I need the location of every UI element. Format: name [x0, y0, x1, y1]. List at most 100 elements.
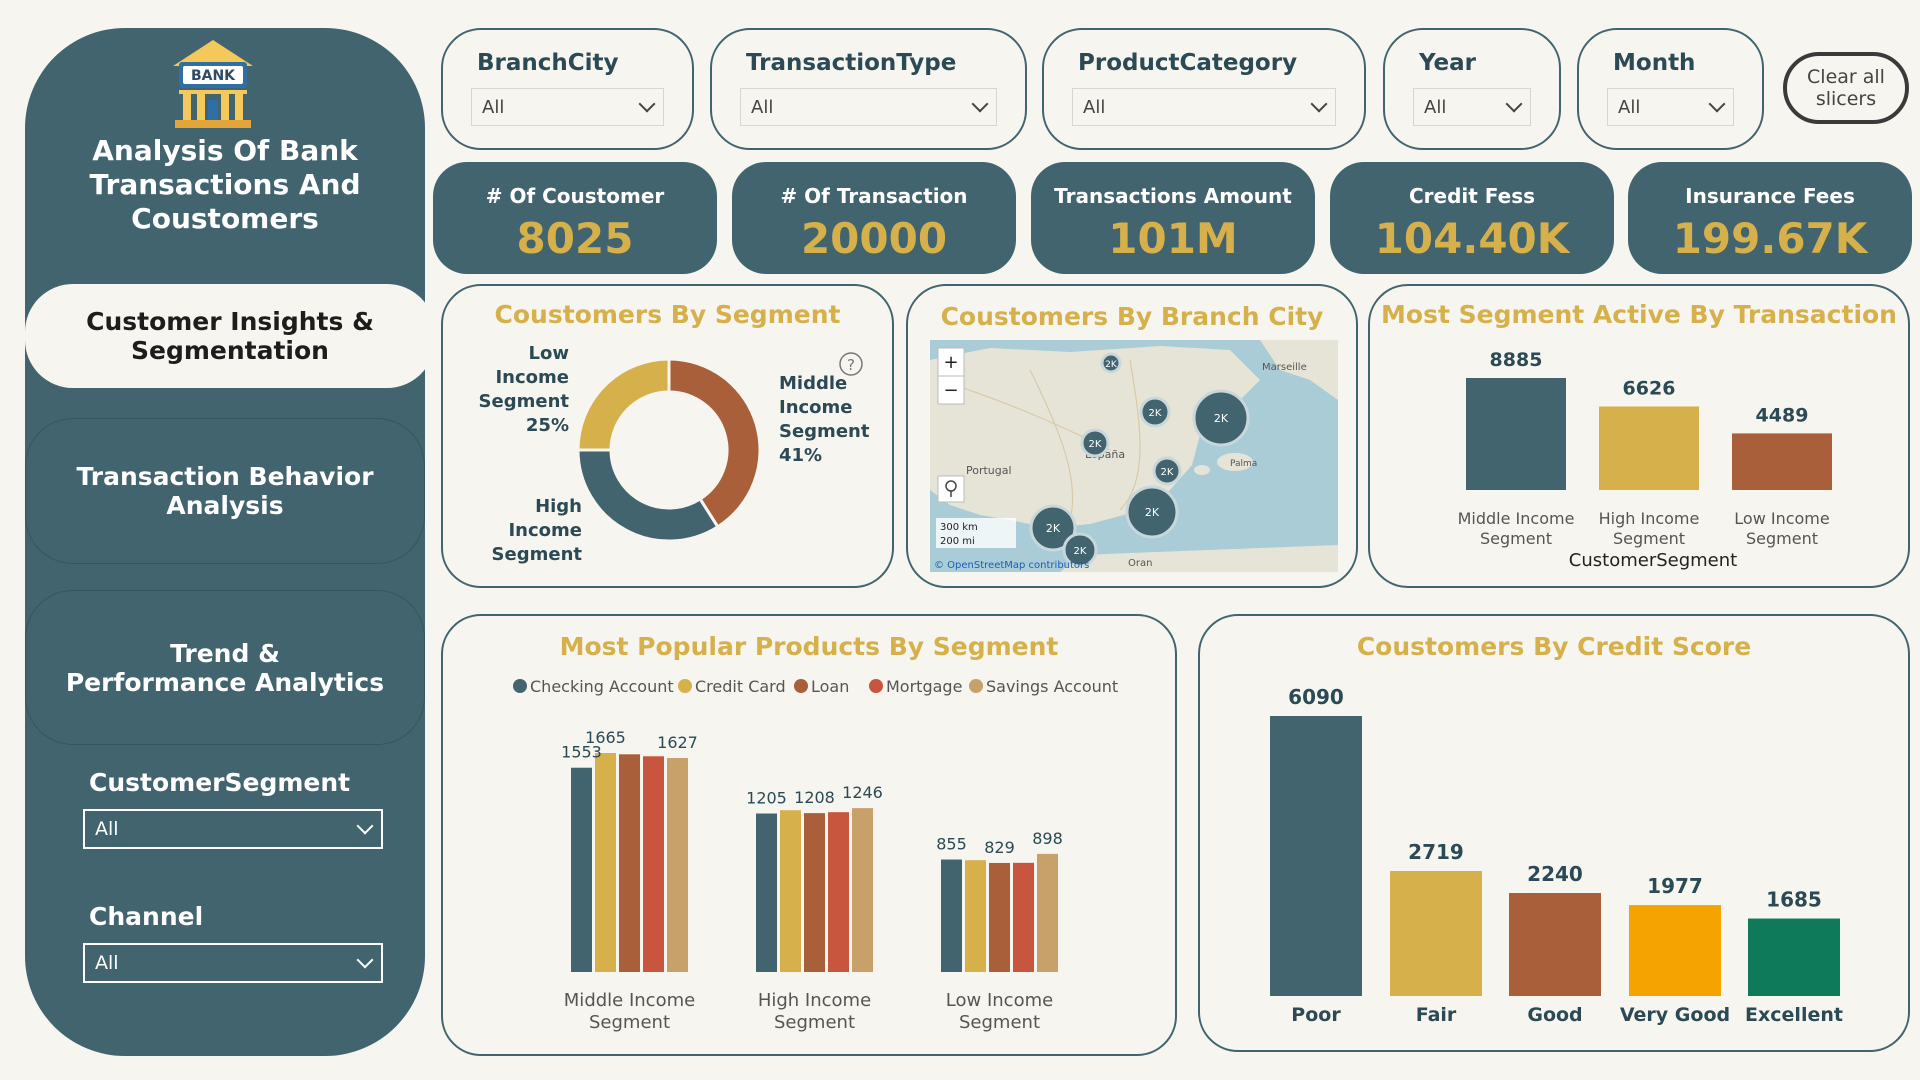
month-dropdown[interactable]: All: [1607, 88, 1734, 126]
branch-city-dropdown[interactable]: All: [471, 88, 664, 126]
category-label: Good: [1527, 1004, 1582, 1026]
nav-label: Segmentation: [131, 336, 329, 365]
bar[interactable]: [1629, 905, 1721, 996]
map-cluster[interactable]: 2K: [1100, 352, 1122, 374]
bar[interactable]: [619, 754, 640, 972]
map-cluster[interactable]: 2K: [1192, 389, 1250, 447]
map-cluster[interactable]: 2K: [1139, 396, 1171, 428]
bar[interactable]: [1013, 862, 1034, 972]
data-label: 1205: [746, 789, 787, 808]
map-place-label: Portugal: [966, 464, 1012, 477]
data-label: 855: [936, 835, 967, 854]
bar[interactable]: [643, 756, 664, 972]
zoom-out-button[interactable]: −: [937, 375, 965, 405]
legend-item[interactable]: Credit Card: [695, 677, 786, 696]
data-label: 6090: [1288, 685, 1344, 709]
channel-select[interactable]: All: [83, 943, 383, 983]
map-cluster[interactable]: 2K: [1152, 456, 1182, 486]
help-icon[interactable]: ?: [839, 352, 863, 376]
select-value: All: [95, 818, 119, 840]
bar[interactable]: [965, 860, 986, 972]
bar[interactable]: [780, 810, 801, 972]
cluster-label: 2K: [1214, 412, 1229, 425]
donut-slice[interactable]: [576, 357, 671, 452]
cluster-label: 2K: [1089, 439, 1102, 450]
legend-item[interactable]: Checking Account: [530, 677, 674, 696]
credit-score-chart: 6090 Poor 2719 Fair 2240 Good 1977 Very Good 168…: [1270, 685, 1843, 1026]
donut-data-label: Middle: [779, 373, 847, 394]
card-customers-by-segment: Coustomers By Segment Middle Income Segmen…: [441, 284, 894, 588]
products-chart: Checking Account Credit Card Loan Mortgage S…: [513, 677, 1118, 1033]
clear-all-slicers-button[interactable]: Clear all slicers: [1783, 52, 1909, 124]
map-cluster[interactable]: 2K: [1062, 532, 1098, 568]
nav-label: Customer Insights &: [86, 307, 374, 336]
map-cluster[interactable]: 2K: [1029, 504, 1077, 552]
card-products-by-segment: Most Popular Products By Segment Checkin…: [441, 614, 1177, 1056]
zoom-in-button[interactable]: +: [937, 347, 965, 377]
bar[interactable]: [1270, 716, 1362, 996]
nav-transaction-behavior[interactable]: Transaction Behavior Analysis: [25, 418, 425, 564]
map-cluster[interactable]: 2K: [1080, 428, 1110, 458]
card-customers-by-credit-score: Coustomers By Credit Score 6090 Poor 2719 F…: [1198, 614, 1910, 1052]
nav-trend-performance[interactable]: Trend & Performance Analytics: [25, 590, 425, 745]
kpi-insurance-fees: Insurance Fees 199.67K: [1628, 162, 1912, 274]
bar[interactable]: [804, 813, 825, 972]
transaction-type-dropdown[interactable]: All: [740, 88, 997, 126]
nav-label: Trend &: [170, 638, 280, 668]
category-label: Low Income: [1734, 509, 1829, 528]
cluster-label: 2K: [1046, 522, 1061, 535]
kpi-value: 104.40K: [1374, 214, 1570, 263]
donut-slice[interactable]: [667, 357, 762, 529]
donut-data-label: Low: [529, 343, 569, 364]
bar[interactable]: [1037, 853, 1058, 972]
cluster-label: 2K: [1161, 467, 1174, 478]
bar[interactable]: [1599, 406, 1699, 490]
bar[interactable]: [1466, 378, 1566, 490]
data-label: 1977: [1647, 874, 1703, 898]
category-label: Segment: [959, 1012, 1040, 1033]
bar[interactable]: [1732, 433, 1832, 490]
bar[interactable]: [1390, 870, 1482, 996]
bar[interactable]: [756, 813, 777, 972]
app-title-line: Analysis Of Bank: [92, 134, 358, 167]
bar[interactable]: [852, 808, 873, 972]
category-label: Segment: [589, 1012, 670, 1033]
kpi-label: # Of Coustomer: [485, 184, 665, 208]
data-label: 4489: [1756, 404, 1809, 426]
scale-mi: 200 mi: [940, 536, 975, 547]
product-category-dropdown[interactable]: All: [1072, 88, 1336, 126]
bar[interactable]: [571, 767, 592, 972]
year-dropdown[interactable]: All: [1413, 88, 1531, 126]
bar[interactable]: [595, 753, 616, 972]
bar[interactable]: [1509, 893, 1601, 996]
chevron-down-icon: [356, 951, 374, 969]
legend-marker: [794, 679, 808, 693]
category-label: Very Good: [1620, 1004, 1730, 1026]
map-cluster[interactable]: 2K: [1125, 485, 1179, 539]
bar[interactable]: [941, 859, 962, 972]
location-icon[interactable]: [937, 475, 965, 503]
nav-label: Analysis: [166, 491, 284, 520]
svg-text:?: ?: [847, 356, 855, 374]
map-place-label: Marseille: [1262, 362, 1307, 373]
legend-item[interactable]: Loan: [811, 677, 849, 696]
kpi-label: Insurance Fees: [1685, 184, 1855, 208]
legend-item[interactable]: Savings Account: [986, 677, 1118, 696]
zoom-out-label: −: [943, 380, 958, 401]
chevron-down-icon: [1310, 95, 1328, 113]
bar[interactable]: [828, 812, 849, 972]
donut-slice[interactable]: [576, 448, 720, 543]
zoom-in-label: +: [943, 352, 958, 373]
customer-segment-select[interactable]: All: [83, 809, 383, 849]
bar[interactable]: [667, 757, 688, 972]
bar[interactable]: [1748, 918, 1840, 996]
legend-item[interactable]: Mortgage: [886, 677, 962, 696]
nav-customer-insights[interactable]: Customer Insights & Segmentation: [25, 284, 435, 388]
nav-label: Performance Analytics: [65, 667, 385, 697]
donut-data-label: Segment: [479, 391, 570, 412]
branch-city-map[interactable]: España Portugal Marseille Palma Oran 2K …: [930, 340, 1338, 572]
bank-icon: BANK: [173, 40, 253, 128]
category-label: Excellent: [1745, 1004, 1843, 1026]
slicer-label: Month: [1613, 50, 1696, 76]
bar[interactable]: [989, 862, 1010, 972]
